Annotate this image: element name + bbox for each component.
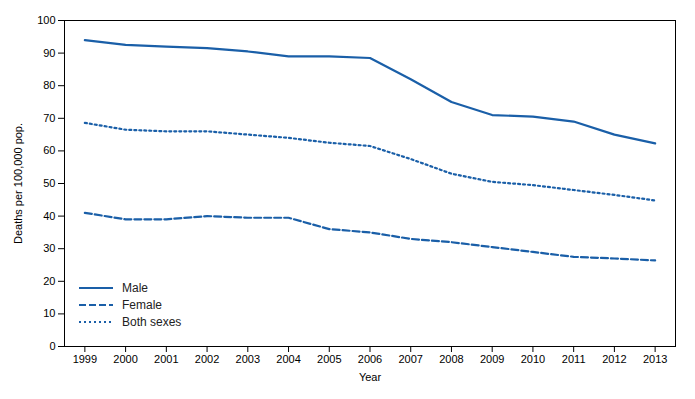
svg-text:2012: 2012	[602, 353, 626, 365]
svg-text:2002: 2002	[195, 353, 219, 365]
svg-text:40: 40	[43, 210, 55, 222]
svg-text:2001: 2001	[154, 353, 178, 365]
html-text:Male: Male	[122, 281, 148, 295]
html-text:Both sexes: Both sexes	[122, 315, 182, 329]
html-text:Female: Female	[122, 298, 162, 312]
svg-text:20: 20	[43, 275, 55, 287]
svg-text:50: 50	[43, 177, 55, 189]
svg-text:2006: 2006	[358, 353, 382, 365]
svg-text:2010: 2010	[521, 353, 545, 365]
svg-text:100: 100	[37, 14, 55, 26]
svg-text:1999: 1999	[73, 353, 97, 365]
svg-text:90: 90	[43, 47, 55, 59]
svg-text:2011: 2011	[562, 353, 586, 365]
svg-text:2007: 2007	[398, 353, 422, 365]
svg-text:2005: 2005	[317, 353, 341, 365]
svg-text:60: 60	[43, 144, 55, 156]
svg-text:2013: 2013	[643, 353, 667, 365]
svg-text:2003: 2003	[236, 353, 260, 365]
svg-text:2004: 2004	[276, 353, 300, 365]
svg-text:2009: 2009	[480, 353, 504, 365]
svg-text:30: 30	[43, 242, 55, 254]
svg-text:2000: 2000	[113, 353, 137, 365]
svg-text:Year: Year	[359, 371, 382, 383]
svg-text:Deaths per 100,000 pop.: Deaths per 100,000 pop.	[12, 123, 24, 244]
svg-text:10: 10	[43, 307, 55, 319]
svg-text:80: 80	[43, 79, 55, 91]
svg-text:2008: 2008	[439, 353, 463, 365]
svg-text:70: 70	[43, 112, 55, 124]
svg-text:0: 0	[49, 340, 55, 352]
